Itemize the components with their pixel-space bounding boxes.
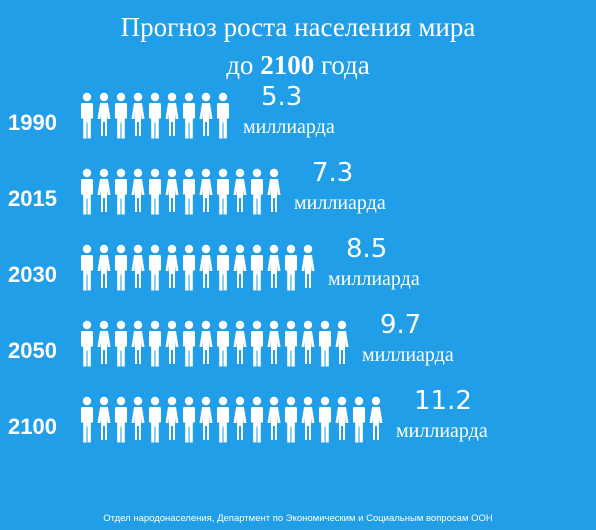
- title-suffix: года: [320, 50, 370, 80]
- year-label: 1990: [8, 110, 57, 135]
- person-icon: [267, 396, 281, 440]
- person-icon: [97, 320, 111, 364]
- person-icon: [115, 92, 127, 139]
- person-icon: [251, 320, 263, 367]
- person-icon: [217, 168, 229, 215]
- person-icon: [217, 244, 229, 291]
- person-icon: [97, 92, 111, 136]
- person-icon: [149, 244, 161, 291]
- person-icon: [199, 396, 213, 440]
- population-bar: [80, 168, 281, 218]
- person-icon: [131, 320, 145, 364]
- unit-label: миллиарда: [294, 192, 386, 214]
- person-icon: [131, 168, 145, 212]
- person-icon: [285, 396, 297, 443]
- person-icon: [115, 396, 127, 443]
- person-icon: [97, 168, 111, 212]
- person-icon: [353, 396, 365, 443]
- source-note: Отдел народонаселения, Департмент по Эко…: [103, 513, 493, 524]
- person-icon: [165, 92, 179, 136]
- person-icon: [285, 244, 297, 291]
- person-icon: [199, 244, 213, 288]
- year-label: 2050: [8, 338, 57, 363]
- person-icon: [199, 92, 213, 136]
- population-bar: [80, 320, 349, 370]
- person-icon: [251, 168, 263, 215]
- person-icon: [251, 396, 263, 443]
- value-label: 8.5: [346, 234, 388, 264]
- person-icon: [97, 396, 111, 440]
- year-label: 2100: [8, 414, 57, 439]
- person-icon: [165, 396, 179, 440]
- person-icon: [251, 244, 263, 291]
- person-icon: [319, 396, 331, 443]
- person-icon: [149, 320, 161, 367]
- title-line-1: Прогноз роста населения мира: [120, 12, 476, 42]
- person-icon: [131, 396, 145, 440]
- person-icon: [165, 168, 179, 212]
- title-year: 2100: [260, 50, 315, 80]
- person-icon: [183, 396, 195, 443]
- person-icon: [81, 396, 93, 443]
- person-icon: [199, 168, 213, 212]
- person-icon: [81, 244, 93, 291]
- person-icon: [131, 92, 145, 136]
- year-label: 2030: [8, 262, 57, 287]
- population-bar: [80, 92, 230, 142]
- unit-label: миллиарда: [328, 268, 420, 290]
- chart-title: Прогноз роста населения мира до 2100 год…: [0, 8, 596, 84]
- person-icon: [267, 320, 281, 364]
- person-icon: [81, 92, 93, 139]
- population-bar: [80, 244, 315, 294]
- unit-label: миллиарда: [396, 420, 488, 442]
- person-icon: [233, 320, 247, 364]
- person-icon: [97, 244, 111, 288]
- person-icon: [165, 320, 179, 364]
- person-icon: [199, 320, 213, 364]
- person-icon: [115, 168, 127, 215]
- person-icon: [217, 396, 229, 443]
- person-icon: [183, 168, 195, 215]
- person-icon: [131, 244, 145, 288]
- person-icon: [335, 396, 349, 440]
- person-icon: [81, 168, 93, 215]
- person-icon: [149, 168, 161, 215]
- person-icon: [183, 320, 195, 367]
- person-icon: [285, 320, 297, 367]
- person-icon: [319, 320, 331, 367]
- value-label: 11.2: [414, 386, 472, 416]
- person-icon: [301, 244, 315, 288]
- person-icon: [149, 396, 161, 443]
- value-label: 9.7: [380, 310, 422, 340]
- person-icon: [301, 320, 315, 364]
- person-icon: [183, 92, 195, 139]
- person-icon: [335, 320, 349, 364]
- year-label: 2015: [8, 186, 57, 211]
- person-icon: [233, 168, 247, 212]
- person-icon: [217, 92, 229, 139]
- unit-label: миллиарда: [243, 116, 335, 138]
- value-label: 5.3: [261, 82, 303, 112]
- person-icon: [233, 396, 247, 440]
- person-icon: [115, 320, 127, 367]
- person-icon: [267, 168, 281, 212]
- value-label: 7.3: [312, 158, 354, 188]
- title-prefix: до: [226, 50, 254, 80]
- title-line-2: до 2100 года: [0, 46, 596, 84]
- population-bar: [80, 396, 383, 446]
- person-icon: [183, 244, 195, 291]
- person-icon: [115, 244, 127, 291]
- person-icon: [149, 92, 161, 139]
- person-icon: [217, 320, 229, 367]
- person-icon: [233, 244, 247, 288]
- person-icon: [165, 244, 179, 288]
- person-icon: [369, 396, 383, 440]
- person-icon: [267, 244, 281, 288]
- person-icon: [301, 396, 315, 440]
- unit-label: миллиарда: [362, 344, 454, 366]
- person-icon: [81, 320, 93, 367]
